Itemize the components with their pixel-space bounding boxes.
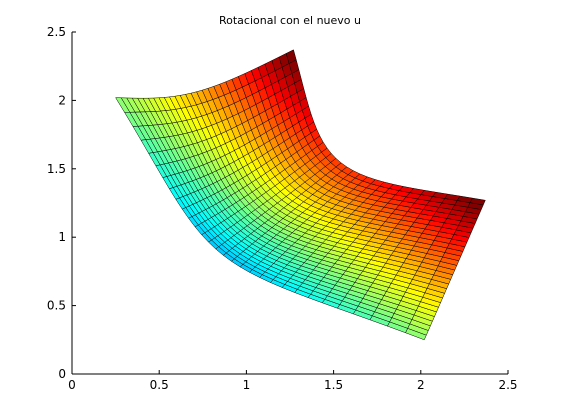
chart-title: Rotacional con el nuevo u xyxy=(219,14,361,27)
y-tick-label: 1 xyxy=(58,230,66,244)
x-tick-label: 1 xyxy=(243,378,251,392)
y-ticks: 0 0.5 1 1.5 2 2.5 xyxy=(47,25,76,381)
x-tick-label: 2 xyxy=(417,378,425,392)
surface-cell xyxy=(469,197,486,206)
x-ticks: 0 0.5 1 1.5 2 2.5 xyxy=(68,370,518,392)
x-tick-label: 2.5 xyxy=(498,378,517,392)
surface-mesh xyxy=(115,49,486,341)
x-tick-label: 0.5 xyxy=(150,378,169,392)
axes xyxy=(71,32,508,375)
y-tick-label: 2 xyxy=(58,93,66,107)
y-tick-label: 2.5 xyxy=(47,25,66,39)
y-tick-label: 1.5 xyxy=(47,162,66,176)
x-tick-label: 0 xyxy=(68,378,76,392)
x-tick-label: 1.5 xyxy=(324,378,343,392)
y-tick-label: 0.5 xyxy=(47,299,66,313)
y-tick-label: 0 xyxy=(58,367,66,381)
